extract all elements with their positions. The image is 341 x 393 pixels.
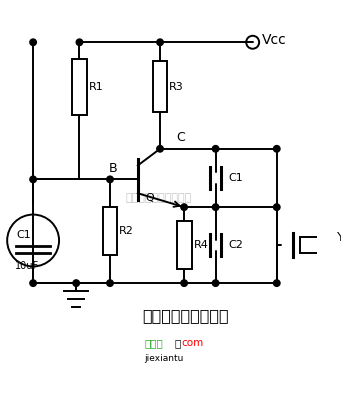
Text: 杭州将睽科技有限公司: 杭州将睽科技有限公司 <box>125 193 191 203</box>
Circle shape <box>212 145 219 152</box>
Text: 并联型石英晶体振荚: 并联型石英晶体振荚 <box>143 308 229 323</box>
Text: Q: Q <box>145 193 154 203</box>
Text: 接线图: 接线图 <box>144 338 163 348</box>
Circle shape <box>30 39 36 46</box>
Text: 10uF: 10uF <box>15 261 39 272</box>
Circle shape <box>273 204 280 210</box>
Circle shape <box>181 280 187 286</box>
Circle shape <box>157 39 163 46</box>
Bar <box>300 237 318 253</box>
Text: C2: C2 <box>228 240 243 250</box>
Circle shape <box>273 145 280 152</box>
Text: jiexiantu: jiexiantu <box>144 354 184 363</box>
Text: Y: Y <box>337 231 341 244</box>
Circle shape <box>76 39 83 46</box>
Bar <box>103 207 117 255</box>
Text: B: B <box>109 162 117 175</box>
Text: R4: R4 <box>193 240 208 250</box>
Circle shape <box>107 176 113 183</box>
Circle shape <box>181 204 187 210</box>
Circle shape <box>212 204 219 210</box>
Circle shape <box>30 280 36 286</box>
Bar <box>72 59 87 114</box>
Circle shape <box>212 280 219 286</box>
Circle shape <box>73 280 79 286</box>
Bar <box>177 221 192 269</box>
Circle shape <box>107 280 113 286</box>
Text: C: C <box>177 131 186 144</box>
Text: com: com <box>181 338 204 348</box>
Circle shape <box>273 280 280 286</box>
Text: C1: C1 <box>16 230 31 240</box>
Text: ．: ． <box>175 338 181 348</box>
Text: Vcc: Vcc <box>262 33 287 48</box>
Text: R2: R2 <box>119 226 134 236</box>
Circle shape <box>30 176 36 183</box>
Text: C1: C1 <box>228 173 243 183</box>
Text: R1: R1 <box>89 82 103 92</box>
Text: R3: R3 <box>169 82 184 92</box>
Bar <box>153 61 167 112</box>
Circle shape <box>157 145 163 152</box>
